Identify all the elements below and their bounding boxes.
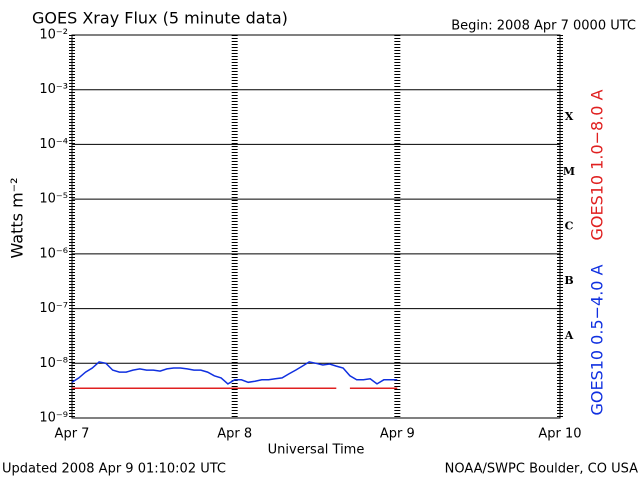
legend-entry: GOES10 0.5−4.0 A — [588, 264, 607, 415]
y-axis-label: Watts m⁻² — [8, 177, 27, 258]
footer-left: Updated 2008 Apr 9 01:10:02 UTC — [2, 462, 226, 477]
flare-class-label: A — [564, 329, 574, 342]
plot-frame — [71, 34, 561, 419]
x-tick-label: Apr 9 — [380, 427, 415, 442]
y-tick-label: 10⁻⁷ — [39, 301, 68, 316]
data-line — [71, 361, 398, 385]
y-tick-label: 10⁻³ — [39, 82, 68, 97]
flare-class-label: X — [565, 110, 574, 123]
chart-subtitle: Begin: 2008 Apr 7 0000 UTC — [451, 19, 636, 34]
x-tick-label: Apr 7 — [55, 427, 90, 442]
x-tick-label: Apr 10 — [538, 427, 581, 442]
flare-class-label: B — [564, 274, 573, 287]
footer-right: NOAA/SWPC Boulder, CO USA — [445, 462, 638, 477]
x-tick-label: Apr 8 — [217, 427, 252, 442]
y-tick-label: 10⁻⁴ — [39, 137, 68, 152]
y-tick-label: 10⁻⁶ — [39, 246, 68, 261]
x-axis-label: Universal Time — [268, 443, 365, 458]
y-tick-label: 10⁻⁸ — [39, 356, 68, 371]
flare-class-label: C — [565, 220, 574, 233]
flare-class-label: M — [563, 165, 575, 178]
chart-title: GOES Xray Flux (5 minute data) — [32, 9, 288, 28]
y-tick-label: 10⁻² — [39, 28, 68, 43]
y-tick-label: 10⁻⁹ — [39, 411, 68, 426]
y-tick-label: 10⁻⁵ — [39, 192, 68, 207]
legend-entry: GOES10 1.0−8.0 A — [588, 89, 607, 240]
